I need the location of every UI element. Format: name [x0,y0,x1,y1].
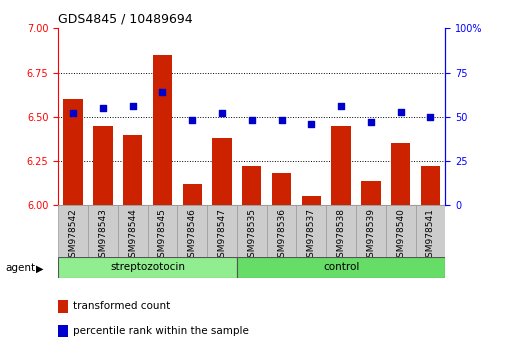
Bar [182,184,201,205]
Bar [147,205,177,257]
Bar [118,205,147,257]
Text: GSM978542: GSM978542 [69,208,77,263]
Text: GSM978535: GSM978535 [247,208,256,263]
Bar [123,135,142,205]
Bar [390,143,410,205]
Text: GSM978538: GSM978538 [336,208,345,263]
Bar [212,138,231,205]
Text: streptozotocin: streptozotocin [110,262,185,272]
Bar [266,205,296,257]
Text: GDS4845 / 10489694: GDS4845 / 10489694 [58,13,192,26]
Point [426,114,434,120]
Bar [326,205,355,257]
Bar [301,196,320,205]
Bar [271,173,290,205]
Point [69,110,77,116]
Point [307,121,315,127]
Text: GSM978541: GSM978541 [425,208,434,263]
Text: percentile rank within the sample: percentile rank within the sample [73,326,249,336]
Bar [207,205,236,257]
Point [396,109,404,114]
Text: GSM978539: GSM978539 [366,208,375,263]
Text: GSM978544: GSM978544 [128,208,137,263]
Text: control: control [322,262,359,272]
Bar [331,126,350,205]
Bar [296,205,326,257]
Text: GSM978540: GSM978540 [395,208,405,263]
Point [366,119,374,125]
Bar [241,166,261,205]
Point [218,110,226,116]
Bar [415,205,444,257]
Point [128,103,136,109]
Bar [355,205,385,257]
Bar [58,205,88,257]
Point [277,118,285,123]
Point [98,105,107,111]
Text: ▶: ▶ [36,263,44,273]
Text: GSM978543: GSM978543 [98,208,107,263]
Point [247,118,256,123]
Point [158,89,166,95]
Text: GSM978537: GSM978537 [306,208,315,263]
Bar [236,257,444,278]
Point [188,118,196,123]
Bar [385,205,415,257]
Bar [93,126,112,205]
Bar [177,205,207,257]
Text: transformed count: transformed count [73,301,170,311]
Bar [236,205,266,257]
Text: GSM978545: GSM978545 [158,208,167,263]
Bar [420,166,439,205]
Text: GSM978546: GSM978546 [187,208,196,263]
Text: GSM978547: GSM978547 [217,208,226,263]
Point [336,103,344,109]
Bar [63,99,83,205]
Bar [361,181,380,205]
Bar [58,257,236,278]
Bar [153,55,172,205]
Text: GSM978536: GSM978536 [276,208,285,263]
Bar [88,205,118,257]
Text: agent: agent [5,263,35,273]
